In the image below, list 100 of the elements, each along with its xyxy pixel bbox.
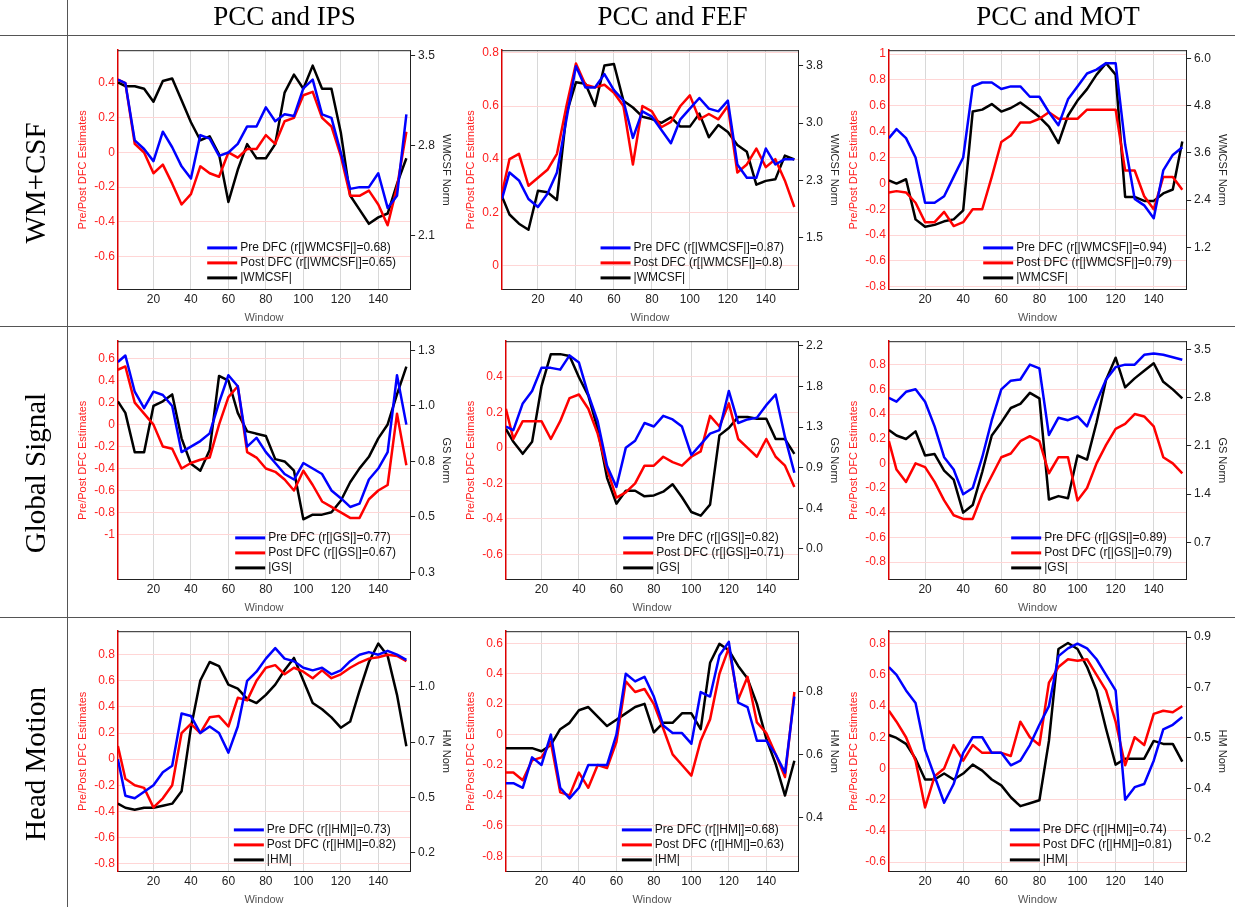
x-tick-label: 120 xyxy=(1105,291,1126,306)
x-tick-label: 20 xyxy=(534,581,549,596)
legend-label: Post DFC (r[|HM|]=0.82) xyxy=(266,837,397,852)
y2-tick-label: 1.2 xyxy=(1194,239,1212,254)
y-axis-title: Pre/Post DFC Estimates xyxy=(463,691,476,811)
x-tick-label: 40 xyxy=(572,581,586,596)
x-tick-label: 120 xyxy=(718,873,740,888)
legend-label: |HM| xyxy=(654,852,680,867)
y-tick-label: 0 xyxy=(108,416,116,431)
y-tick-label: 0.6 xyxy=(869,381,887,396)
y2-axis-title: WMCSF Norm xyxy=(441,134,454,206)
y-tick-label: -0.2 xyxy=(865,480,887,495)
y2-tick-label: 1.3 xyxy=(418,342,436,357)
x-tick-label: 120 xyxy=(1105,581,1126,596)
legend-label: |HM| xyxy=(266,852,292,867)
y-tick-label: -0.6 xyxy=(865,854,887,869)
x-tick-label: 140 xyxy=(755,291,777,306)
y2-tick-label: 4.8 xyxy=(1194,97,1212,112)
y-tick-label: -0.6 xyxy=(94,248,116,263)
x-axis-title: Window xyxy=(630,311,670,324)
y-tick-label: 0.8 xyxy=(98,647,116,662)
x-tick-label: 140 xyxy=(756,581,777,596)
x-axis-title: Window xyxy=(632,893,672,906)
y2-tick-label: 0.4 xyxy=(806,809,824,824)
x-tick-label: 60 xyxy=(607,291,621,306)
x-tick-label: 60 xyxy=(994,291,1009,306)
y-tick-label: -1 xyxy=(104,526,116,541)
x-tick-label: 60 xyxy=(221,581,236,596)
y-tick-label: -0.8 xyxy=(865,554,887,569)
y2-tick-label: 2.8 xyxy=(1194,389,1212,404)
x-tick-label: 140 xyxy=(368,581,389,596)
y-tick-label: 0.2 xyxy=(869,149,887,164)
text: Global Signal xyxy=(18,392,52,554)
y2-tick-label: 0.9 xyxy=(806,460,824,474)
y-tick-label: 0.8 xyxy=(869,635,887,650)
y2-tick-label: 0.8 xyxy=(806,683,824,698)
y-tick-label: -0.6 xyxy=(865,529,887,544)
y-tick-label: -0.4 xyxy=(94,214,116,229)
y2-axis-title: HM Nom xyxy=(829,729,842,773)
y-axis-title: Pre/Post DFC Estimates xyxy=(846,691,859,811)
x-tick-label: 80 xyxy=(645,291,659,306)
y2-tick-label: 0.2 xyxy=(418,845,436,860)
y2-tick-label: 2.3 xyxy=(806,172,824,187)
y-tick-label: 0.4 xyxy=(98,373,116,388)
y-tick-label: 0.2 xyxy=(486,404,504,419)
x-axis-title: Window xyxy=(1017,893,1058,906)
x-tick-label: 100 xyxy=(681,581,702,596)
legend-label: |GS| xyxy=(656,560,680,575)
y-axis-title: Pre/Post DFC Estimates xyxy=(463,400,476,520)
legend-label: |WMCSF| xyxy=(1016,270,1068,285)
y-tick-label: -0.6 xyxy=(94,482,116,497)
x-tick-label: 140 xyxy=(756,873,777,888)
y2-tick-label: 1.4 xyxy=(1194,486,1212,501)
y-tick-label: -0.8 xyxy=(482,848,504,863)
y2-tick-label: 0.5 xyxy=(418,789,436,804)
x-tick-label: 100 xyxy=(679,291,701,306)
x-axis-title: Window xyxy=(1017,311,1058,324)
y2-tick-label: 0.9 xyxy=(1194,629,1212,644)
x-tick-label: 100 xyxy=(293,581,314,596)
legend-label: Pre DFC (r[|GS|]=0.77) xyxy=(268,530,391,545)
x-tick-label: 20 xyxy=(918,291,933,306)
y-tick-label: -0.6 xyxy=(482,818,504,833)
y-tick-label: 0 xyxy=(492,257,500,272)
y2-tick-label: 1.0 xyxy=(418,398,436,413)
y-tick-label: 0 xyxy=(108,144,116,159)
y-tick-label: -0.4 xyxy=(865,227,887,242)
legend-label: |WMCSF| xyxy=(240,270,292,285)
y2-tick-label: 6.0 xyxy=(1194,50,1212,65)
y2-tick-label: 0.6 xyxy=(806,746,824,761)
x-tick-label: 20 xyxy=(534,873,549,888)
text: Head Motion xyxy=(18,687,52,841)
y-axis-title: Pre/Post DFC Estimates xyxy=(463,109,476,230)
x-tick-label: 40 xyxy=(184,873,198,888)
y-tick-label: 0.2 xyxy=(98,394,116,409)
y2-tick-label: 0.3 xyxy=(418,564,436,579)
y-tick-label: 0 xyxy=(496,726,504,741)
y-tick-label: -0.2 xyxy=(865,201,887,216)
legend-label: Pre DFC (r[|HM|]=0.74) xyxy=(1042,822,1167,837)
y2-tick-label: 1.5 xyxy=(806,230,824,245)
x-tick-label: 100 xyxy=(293,873,314,888)
y-tick-label: 0.4 xyxy=(486,666,504,681)
y-tick-label: 0.2 xyxy=(869,729,887,744)
legend-label: Post DFC (r[|GS|]=0.71) xyxy=(656,545,785,560)
y2-tick-label: 3.6 xyxy=(1194,145,1212,160)
y-tick-label: -0.4 xyxy=(94,460,116,475)
y-tick-label: -0.6 xyxy=(94,829,116,844)
legend-label: |GS| xyxy=(1044,560,1068,575)
y-axis-title: Pre/Post DFC Estimates xyxy=(75,109,88,230)
x-tick-label: 140 xyxy=(1143,873,1165,888)
y2-tick-label: 2.1 xyxy=(418,227,436,242)
y2-tick-label: 0.8 xyxy=(418,453,436,468)
text: WM+CSF xyxy=(18,121,52,244)
legend-label: Pre DFC (r[|WMCSF|]=0.68) xyxy=(240,240,391,255)
y-tick-label: 0.4 xyxy=(869,123,887,138)
x-tick-label: 80 xyxy=(647,873,661,888)
y2-tick-label: 1.8 xyxy=(806,378,824,393)
y-tick-label: 0.4 xyxy=(98,699,116,714)
y2-tick-label: 0.7 xyxy=(418,734,436,749)
y-axis-title: Pre/Post DFC Estimates xyxy=(846,109,859,230)
y-tick-label: 0.2 xyxy=(482,204,500,219)
